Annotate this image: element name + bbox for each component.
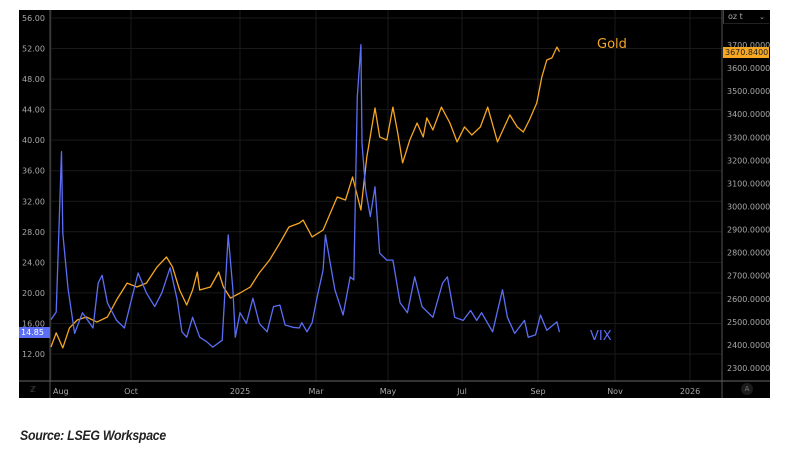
left-tick-label: 24.00 [22, 258, 45, 267]
right-tick-label: 2400.0000 [727, 341, 770, 350]
vix-last-value-tag: 14.85 [19, 327, 50, 339]
right-tick-label: 3400.0000 [727, 110, 770, 119]
chart-plot: 56.00 52.00 48.00 44.00 40.00 36.00 32.00 28.00… [19, 10, 770, 398]
x-tick-label: Aug [53, 387, 69, 396]
auto-scale-button[interactable]: A [741, 383, 753, 395]
right-tick-label: 2300.0000 [727, 364, 770, 373]
x-tick-label: Jul [456, 387, 467, 396]
right-tick-label: 2900.0000 [727, 226, 770, 235]
unit-selector[interactable]: oz t ⌄ [723, 10, 769, 24]
right-tick-label: 2600.0000 [727, 295, 770, 304]
left-tick-label: 32.00 [22, 197, 45, 206]
right-tick-label: 3300.0000 [727, 133, 770, 142]
gold-last-value-tag: 3670.8400 [723, 46, 769, 58]
left-tick-label: 48.00 [22, 75, 45, 84]
left-tick-label: 36.00 [22, 167, 45, 176]
vix-line [50, 44, 561, 348]
chart-panel: 56.00 52.00 48.00 44.00 40.00 36.00 32.00 28.00… [19, 10, 770, 398]
right-tick-label: 2500.0000 [727, 318, 770, 327]
x-tick-label: Mar [308, 387, 324, 396]
source-caption: Source: LSEG Workspace [20, 427, 166, 443]
chevron-down-icon: ⌄ [759, 13, 765, 21]
vix-series-label: VIX [590, 329, 612, 344]
left-tick-label: 56.00 [22, 14, 45, 23]
left-tick-label: 28.00 [22, 228, 45, 237]
left-tick-label: 40.00 [22, 136, 45, 145]
right-tick-label: 2700.0000 [727, 272, 770, 281]
zoom-icon[interactable]: ℤ [30, 385, 36, 394]
x-tick-label: Sep [530, 387, 545, 396]
left-tick-label: 52.00 [22, 45, 45, 54]
right-tick-label: 3500.0000 [727, 87, 770, 96]
x-tick-label: Oct [124, 387, 138, 396]
right-tick-label: 3100.0000 [727, 179, 770, 188]
right-tick-label: 3600.0000 [727, 64, 770, 73]
x-tick-label: 2026 [680, 387, 700, 396]
x-tick-label: Nov [607, 387, 623, 396]
right-tick-label: 3700.0000 [727, 41, 770, 50]
left-tick-label: 16.00 [22, 319, 45, 328]
left-tick-label: 12.00 [22, 350, 45, 359]
right-tick-label: 2800.0000 [727, 249, 770, 258]
left-tick-label: 20.00 [22, 289, 45, 298]
right-tick-label: 3200.0000 [727, 156, 770, 165]
gold-series-label: Gold [597, 37, 627, 52]
unit-label: oz t [728, 12, 743, 21]
x-tick-label: May [380, 387, 397, 396]
x-tick-label: 2025 [230, 387, 250, 396]
gold-line [50, 46, 561, 349]
right-tick-label: 3000.0000 [727, 202, 770, 211]
left-tick-label: 44.00 [22, 106, 45, 115]
